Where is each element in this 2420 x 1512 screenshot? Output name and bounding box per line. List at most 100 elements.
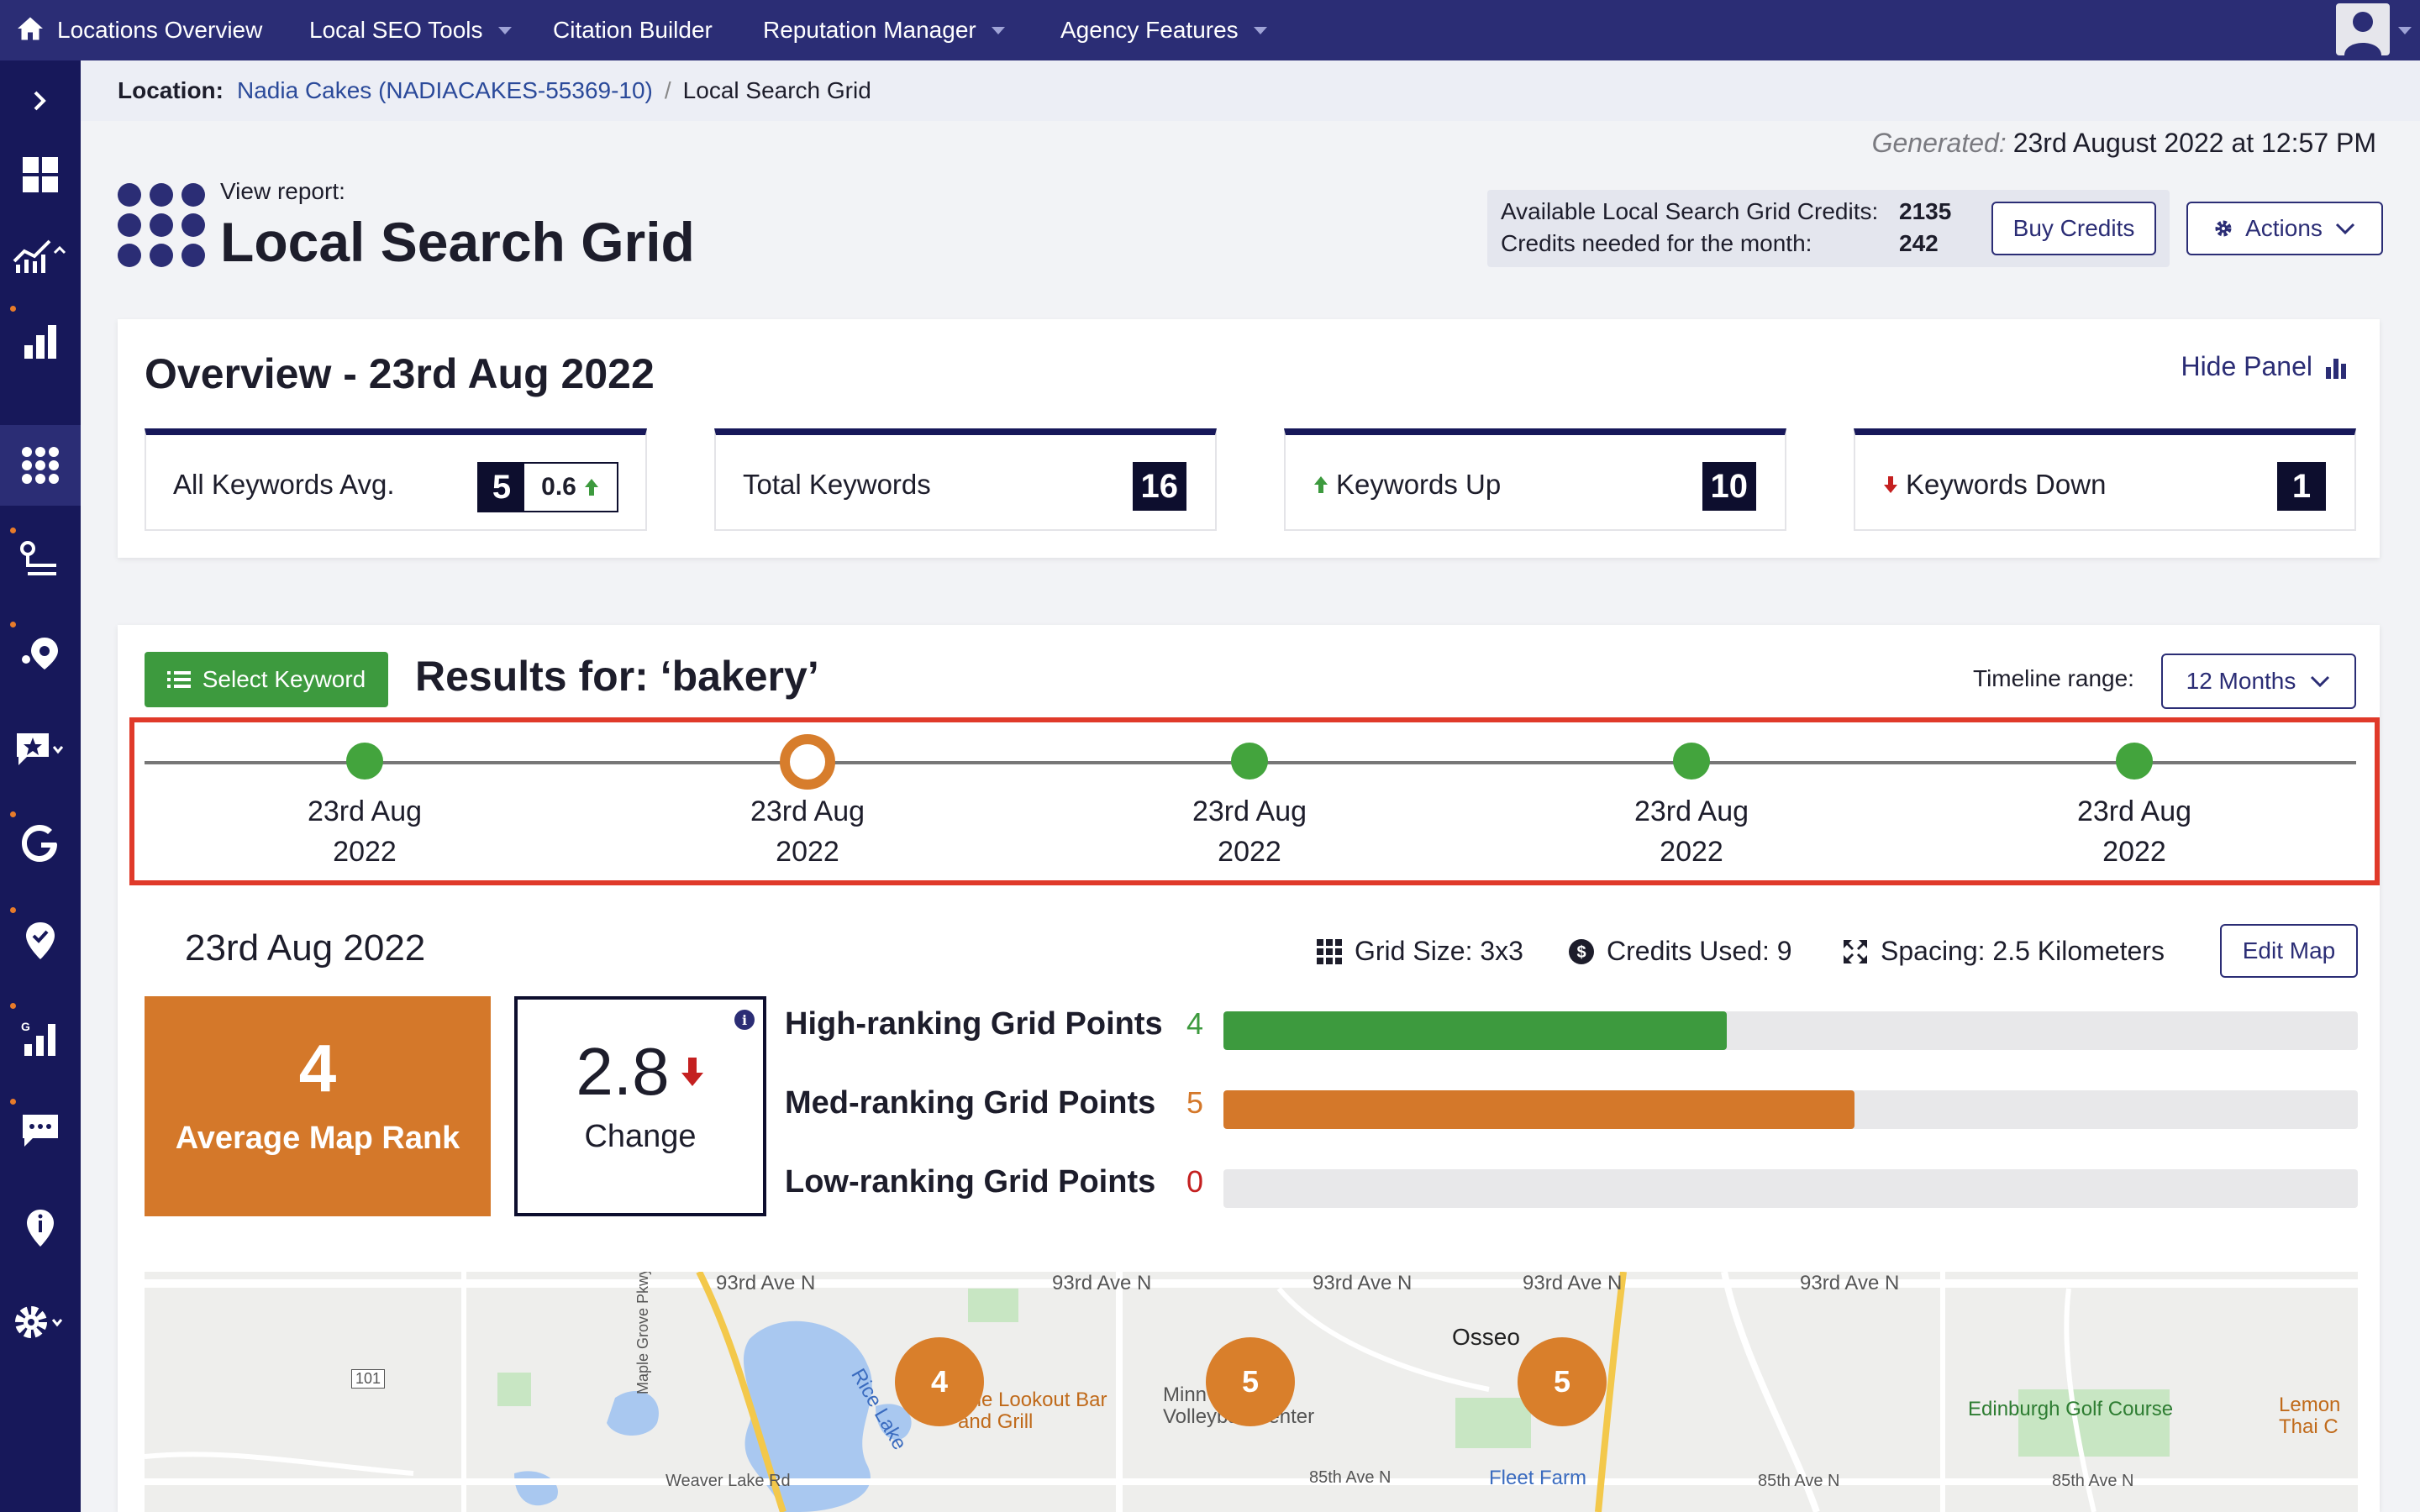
sidebar-expand-button[interactable] xyxy=(0,60,81,141)
info-pin-icon xyxy=(27,1210,54,1247)
timeline-range-label: Timeline range: xyxy=(1973,665,2134,691)
hide-panel-button[interactable]: Hide Panel xyxy=(2181,351,2348,382)
sidebar: G xyxy=(0,60,81,1512)
svg-text:$: $ xyxy=(1576,943,1586,962)
notification-dot xyxy=(10,528,16,533)
chevron-down-icon[interactable] xyxy=(2398,27,2412,34)
sidebar-item-reviews[interactable] xyxy=(0,709,81,790)
chevron-down-icon xyxy=(1253,26,1267,34)
timeline-point[interactable] xyxy=(1231,743,1268,780)
nav-locations-overview[interactable]: Locations Overview xyxy=(57,0,262,60)
nav-label: Reputation Manager xyxy=(763,17,976,43)
sidebar-item-locations[interactable] xyxy=(0,613,81,694)
nav-label: Agency Features xyxy=(1060,17,1239,43)
credits-needed-value: 242 xyxy=(1899,230,1939,256)
timeline-date-line: 2022 xyxy=(333,836,397,868)
timeline-point[interactable] xyxy=(346,743,383,780)
map-rank-pin[interactable]: 4 xyxy=(895,1337,984,1426)
sidebar-item-google[interactable] xyxy=(0,803,81,884)
avg-change: 0.6 xyxy=(524,464,617,511)
avatar[interactable] xyxy=(2336,3,2390,55)
buy-credits-button[interactable]: Buy Credits xyxy=(1991,202,2156,255)
breadcrumb-prefix: Location: xyxy=(118,77,224,103)
sidebar-item-rankings[interactable] xyxy=(0,301,81,381)
sidebar-item-local-search-grid[interactable] xyxy=(0,425,81,506)
avg-change-value: 0.6 xyxy=(541,473,576,501)
breadcrumb-separator: / xyxy=(664,77,671,103)
analytics-icon xyxy=(13,239,66,273)
results-map[interactable]: 93rd Ave N 93rd Ave N 93rd Ave N 93rd Av… xyxy=(145,1272,2358,1512)
map-city-label: Osseo xyxy=(1452,1324,1520,1350)
sidebar-item-tracker[interactable] xyxy=(0,519,81,600)
stat-label-wrap: Keywords Up xyxy=(1313,469,1501,501)
stat-label: All Keywords Avg. xyxy=(173,469,395,500)
overview-title: Overview - 23rd Aug 2022 xyxy=(145,350,655,397)
avg-value-pair: 5 0.6 xyxy=(477,462,618,512)
grid-icon xyxy=(1317,938,1342,964)
sidebar-item-google-rankings[interactable]: G xyxy=(0,998,81,1079)
grid-size-text: Grid Size: 3x3 xyxy=(1355,936,1523,966)
timeline-date: 23rd Aug 2022 xyxy=(281,791,449,872)
nav-reputation-manager[interactable]: Reputation Manager xyxy=(763,0,1005,60)
average-rank-value: 4 xyxy=(298,1031,337,1105)
gear-icon xyxy=(2215,220,2232,237)
map-poi-label: Fleet Farm xyxy=(1489,1467,1587,1489)
sidebar-item-dashboard[interactable] xyxy=(0,134,81,215)
nav-label: Local SEO Tools xyxy=(309,17,483,43)
spacing-text: Spacing: 2.5 Kilometers xyxy=(1881,936,2165,966)
available-credits-label: Available Local Search Grid Credits: xyxy=(1501,198,1879,224)
chevron-right-icon xyxy=(34,91,46,111)
timeline-point[interactable] xyxy=(1673,743,1710,780)
breadcrumb-location-link[interactable]: Nadia Cakes (NADIACAKES-55369-10) xyxy=(237,77,653,103)
nav-local-seo-tools[interactable]: Local SEO Tools xyxy=(309,0,512,60)
nav-agency-features[interactable]: Agency Features xyxy=(1060,0,1267,60)
map-highway-shield: 101 xyxy=(351,1369,386,1389)
home-icon[interactable] xyxy=(15,13,45,44)
edit-map-button[interactable]: Edit Map xyxy=(2220,924,2358,978)
actions-dropdown[interactable]: Actions xyxy=(2186,202,2383,255)
bar-label: Low-ranking Grid Points xyxy=(785,1164,1156,1200)
timeline-range-select[interactable]: 12 Months xyxy=(2161,654,2356,709)
change-row: 2.8 xyxy=(518,1033,763,1110)
chevron-down-icon xyxy=(2311,675,2330,688)
timeline-point[interactable] xyxy=(2116,743,2153,780)
edit-map-label: Edit Map xyxy=(2242,937,2336,963)
sidebar-item-analytics[interactable] xyxy=(0,215,81,296)
actions-label: Actions xyxy=(2245,215,2323,241)
sidebar-item-settings[interactable] xyxy=(0,1282,81,1362)
grid-report-icon xyxy=(118,180,205,267)
select-keyword-button[interactable]: Select Keyword xyxy=(145,652,388,707)
chevron-down-icon xyxy=(991,26,1005,34)
sidebar-item-messages[interactable] xyxy=(0,1090,81,1171)
timeline-date-line: 23rd Aug xyxy=(1192,795,1307,827)
nav-citation-builder[interactable]: Citation Builder xyxy=(553,0,713,60)
available-credits-value: 2135 xyxy=(1899,198,1952,224)
map-road-label: 93rd Ave N xyxy=(1313,1272,1413,1294)
sidebar-item-checkin[interactable] xyxy=(0,900,81,981)
bar-count: 0 xyxy=(1186,1164,1204,1199)
arrow-up-icon xyxy=(1314,476,1328,493)
info-icon[interactable]: i xyxy=(734,1010,755,1030)
overview-panel: Overview - 23rd Aug 2022 Hide Panel All … xyxy=(118,319,2380,558)
bar-fill xyxy=(1223,1011,1728,1050)
bar-label: High-ranking Grid Points xyxy=(785,1006,1163,1042)
expand-icon xyxy=(1844,939,1867,963)
sidebar-item-info[interactable] xyxy=(0,1188,81,1268)
nav-label: Locations Overview xyxy=(57,17,263,43)
stat-keywords-up: Keywords Up 10 xyxy=(1284,428,1786,531)
notification-dot xyxy=(10,622,16,627)
notification-dot xyxy=(10,907,16,913)
map-rank-pin[interactable]: 5 xyxy=(1206,1337,1295,1426)
timeline-point-selected[interactable] xyxy=(780,734,835,790)
bar-track xyxy=(1223,1011,2358,1050)
med-ranking-row: Med-ranking Grid Points 5 xyxy=(785,1080,2358,1131)
bar-chart-icon xyxy=(2326,358,2346,379)
coin-icon: $ xyxy=(1569,938,1594,964)
map-road-label: Weaver Lake Rd xyxy=(666,1472,791,1490)
hide-panel-label: Hide Panel xyxy=(2181,351,2312,381)
average-map-rank-card: 4 Average Map Rank xyxy=(145,996,491,1216)
map-poi-label: The Lookout Bar and Grill xyxy=(958,1389,1107,1433)
map-rank-pin[interactable]: 5 xyxy=(1518,1337,1607,1426)
stat-label: Keywords Up xyxy=(1336,469,1502,500)
timeline-date-line: 23rd Aug xyxy=(2076,795,2192,827)
